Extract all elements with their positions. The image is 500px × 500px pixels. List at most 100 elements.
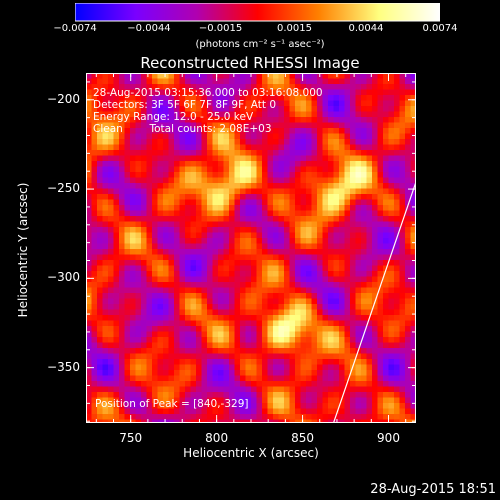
heatmap-cell [306,260,313,267]
heatmap-cell [394,205,401,212]
heatmap-cell [300,139,307,146]
heatmap-cell [273,117,280,124]
heatmap-cell [339,166,346,173]
heatmap-cell [339,375,346,382]
heatmap-cell [190,84,197,91]
heatmap-cell [146,282,153,289]
heatmap-cell [399,331,406,338]
heatmap-cell [295,381,302,388]
heatmap-cell [229,370,236,377]
heatmap-cell [256,243,263,250]
heatmap-cell [174,304,181,311]
heatmap-cell [102,392,109,399]
heatmap-cell [394,78,401,85]
heatmap-cell [394,89,401,96]
heatmap-cell [355,414,362,421]
heatmap-cell [245,326,252,333]
heatmap-cell [229,342,236,349]
heatmap-cell [322,238,329,245]
heatmap-cell [245,194,252,201]
heatmap-cell [306,73,313,80]
heatmap-cell [179,205,186,212]
heatmap-cell [317,309,324,316]
heatmap-cell [317,161,324,168]
heatmap-cell [179,166,186,173]
heatmap-cell [245,100,252,107]
heatmap-cell [163,232,170,239]
heatmap-cell [262,100,269,107]
heatmap-cell [394,221,401,228]
heatmap-cell [135,353,142,360]
heatmap-cell [284,111,291,118]
heatmap-cell [372,392,379,399]
heatmap-cell [350,155,357,162]
heatmap-cell [245,342,252,349]
heatmap-cell [124,78,131,85]
heatmap-cell [383,205,390,212]
heatmap-cell [223,243,230,250]
heatmap-cell [119,293,126,300]
heatmap-cell [86,172,93,179]
heatmap-cell [256,419,263,423]
heatmap-cell [119,309,126,316]
heatmap-cell [212,111,219,118]
colorbar-tick-label: −0.0074 [53,23,97,34]
heatmap-cell [223,144,230,151]
heatmap-cell [240,337,247,344]
heatmap-cell [383,89,390,96]
heatmap-cell [317,320,324,327]
heatmap-cell [185,78,192,85]
heatmap-cell [135,282,142,289]
heatmap-cell [410,331,416,338]
heatmap-cell [135,331,142,338]
heatmap-cell [399,144,406,151]
heatmap-cell [157,342,164,349]
heatmap-cell [141,414,148,421]
heatmap-cell [262,249,269,256]
heatmap-cell [240,348,247,355]
heatmap-cell [273,166,280,173]
heatmap-cell [135,408,142,415]
heatmap-cell [295,342,302,349]
heatmap-cell [201,144,208,151]
heatmap-cell [383,370,390,377]
heatmap-cell [141,117,148,124]
heatmap-cell [300,392,307,399]
heatmap-cell [124,298,131,305]
heatmap-cell [168,155,175,162]
heatmap-cell [350,95,357,102]
heatmap-cell [234,353,241,360]
heatmap-cell [388,238,395,245]
heatmap-cell [157,144,164,151]
heatmap-cell [344,139,351,146]
heatmap-cell [322,194,329,201]
heatmap-cell [124,254,131,261]
heatmap-cell [102,210,109,217]
heatmap-cell [163,78,170,85]
heatmap-cell [405,243,412,250]
heatmap-cell [229,298,236,305]
heatmap-cell [86,353,93,360]
heatmap-cell [130,370,137,377]
heatmap-cell [201,392,208,399]
heatmap-cell [245,243,252,250]
heatmap-cell [394,403,401,410]
heatmap-cell [102,348,109,355]
heatmap-cell [410,238,416,245]
heatmap-cell [108,144,115,151]
heatmap-cell [388,293,395,300]
heatmap-cell [262,188,269,195]
heatmap-cell [124,199,131,206]
heatmap-cell [328,150,335,157]
heatmap-cell [377,161,384,168]
heatmap-cell [300,320,307,327]
heatmap-cell [218,249,225,256]
heatmap-cell [256,177,263,184]
heatmap-cell [174,298,181,305]
heatmap-cell [350,260,357,267]
heatmap-cell [201,188,208,195]
heatmap-cell [366,73,373,80]
heatmap-cell [410,353,416,360]
heatmap-cell [361,271,368,278]
heatmap-cell [377,392,384,399]
